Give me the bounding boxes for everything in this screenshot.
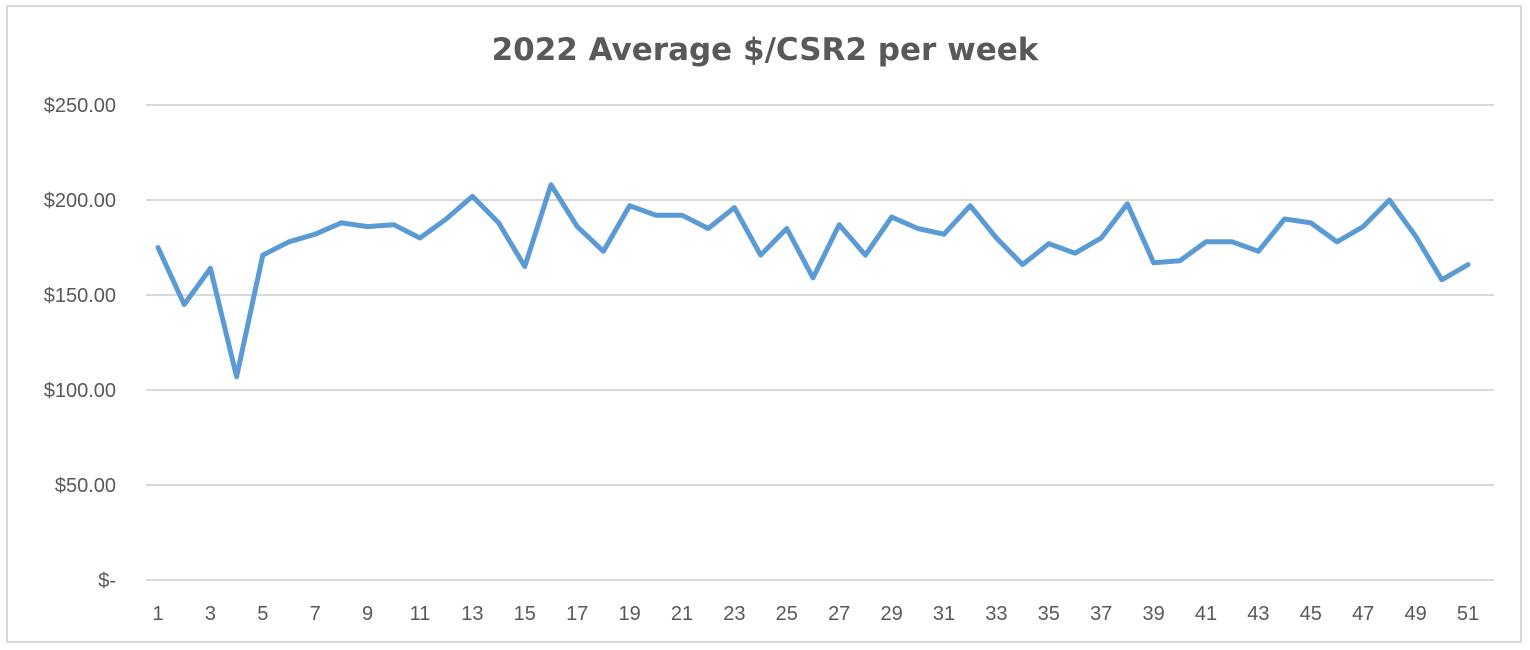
x-tick-label: 41 xyxy=(1195,603,1217,625)
x-tick-label: 31 xyxy=(933,603,955,625)
x-tick-label: 13 xyxy=(461,603,483,625)
x-tick-label: 17 xyxy=(566,603,588,625)
x-tick-label: 47 xyxy=(1352,603,1374,625)
x-tick-label: 3 xyxy=(205,603,216,625)
y-tick-label: $- xyxy=(98,570,116,592)
x-tick-label: 27 xyxy=(828,603,850,625)
chart-frame xyxy=(6,5,1522,643)
y-tick-label: $150.00 xyxy=(44,285,116,307)
x-tick-label: 49 xyxy=(1404,603,1426,625)
x-tick-label: 21 xyxy=(671,603,693,625)
series-layer xyxy=(155,182,1471,380)
x-tick-label: 7 xyxy=(310,603,321,625)
y-tick-label: $250.00 xyxy=(44,95,116,117)
x-tick-label: 23 xyxy=(723,603,745,625)
x-tick-label: 43 xyxy=(1247,603,1269,625)
x-axis-ticks: 1 3 5 7 9 11 13 15 17 19 21 23 25 27 29 31 33 35 37 39 41 43 4… xyxy=(152,603,1479,625)
gridlines xyxy=(146,104,1494,581)
x-tick-label: 9 xyxy=(362,603,373,625)
x-tick-label: 33 xyxy=(985,603,1007,625)
x-tick-label: 45 xyxy=(1300,603,1322,625)
x-tick-label: 1 xyxy=(152,603,163,625)
x-tick-label: 39 xyxy=(1142,603,1164,625)
y-axis-ticks: $- $50.00 $100.00 $150.00 $200.00 $250.00 xyxy=(44,95,116,592)
x-tick-label: 25 xyxy=(776,603,798,625)
y-tick-label: $50.00 xyxy=(55,475,116,497)
y-tick-label: $200.00 xyxy=(44,190,116,212)
x-tick-label: 29 xyxy=(880,603,902,625)
x-tick-label: 37 xyxy=(1090,603,1112,625)
x-tick-label: 5 xyxy=(257,603,268,625)
x-tick-label: 15 xyxy=(514,603,536,625)
chart-title: 2022 Average $/CSR2 per week xyxy=(492,32,1040,68)
x-tick-label: 35 xyxy=(1038,603,1060,625)
x-tick-label: 11 xyxy=(410,603,431,625)
y-tick-label: $100.00 xyxy=(44,380,116,402)
series-line xyxy=(155,182,1471,380)
x-tick-label: 19 xyxy=(618,603,640,625)
x-tick-label: 51 xyxy=(1457,603,1479,625)
